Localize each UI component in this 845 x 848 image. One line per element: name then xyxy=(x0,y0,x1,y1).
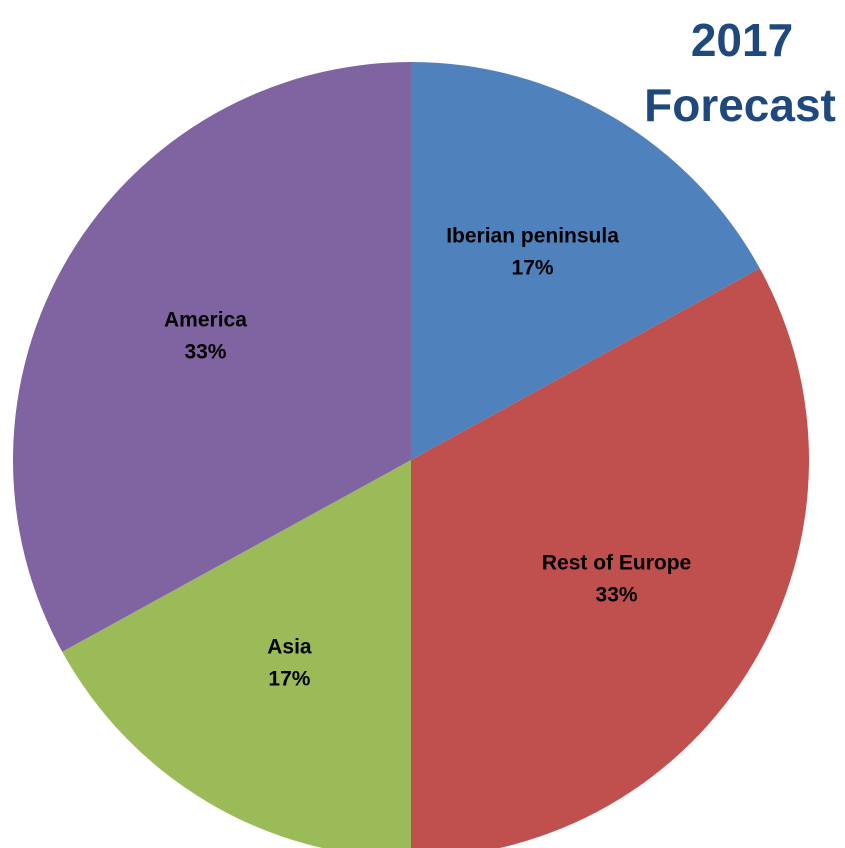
slice-category-label: Rest of Europe xyxy=(542,552,691,575)
chart-title-line-1: 2017 xyxy=(691,14,793,66)
chart-title-line-2: Forecast xyxy=(644,79,836,131)
pie-slice-america xyxy=(12,62,412,652)
pie-labels: Iberian peninsula 17% Rest of Europe 33% Asi… xyxy=(164,224,691,690)
pie-slice-asia xyxy=(62,460,411,848)
slice-category-label: Iberian peninsula xyxy=(446,224,619,247)
pie-slices xyxy=(12,62,809,848)
slice-value-label: 17% xyxy=(268,668,310,691)
slice-value-label: 33% xyxy=(184,340,226,363)
slice-category-label: Asia xyxy=(267,636,312,659)
pie-slice-rest-of-europe xyxy=(411,268,809,848)
slice-value-label: 33% xyxy=(596,584,638,607)
pie-slice-iberian-peninsula xyxy=(411,62,760,460)
slice-value-label: 17% xyxy=(512,256,554,279)
slice-category-label: America xyxy=(164,308,247,331)
